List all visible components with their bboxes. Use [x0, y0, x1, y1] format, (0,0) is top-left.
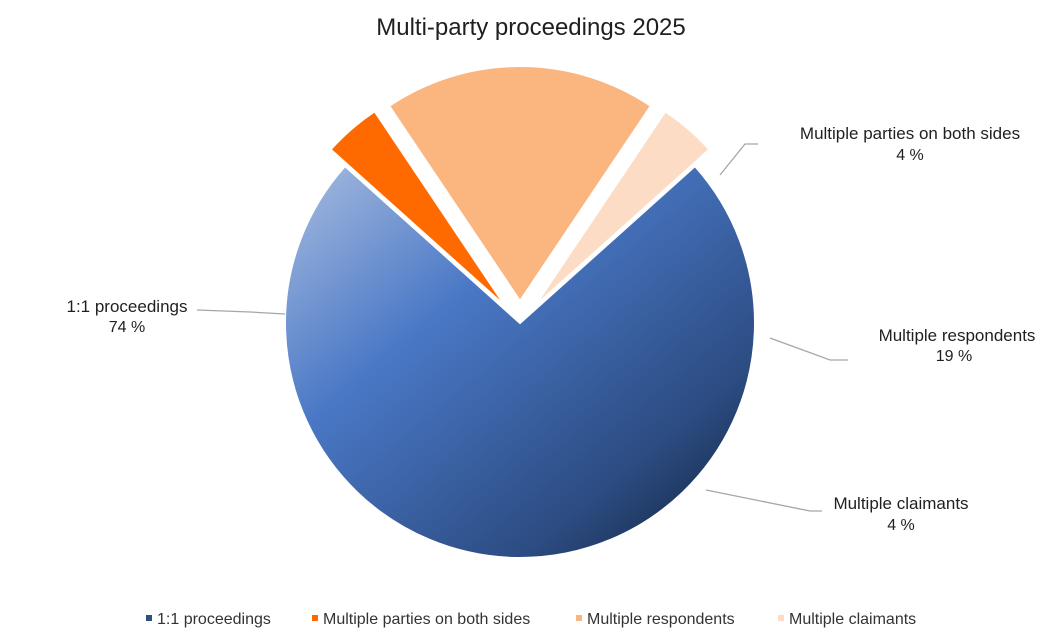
data-label-value: 74 %	[109, 319, 145, 336]
slice-multiple-parties-both-sides	[329, 109, 507, 308]
data-label-respondents: Multiple respondents 19 %	[879, 326, 1036, 365]
legend-swatch-1to1	[146, 615, 152, 621]
leader-lines	[196, 143, 848, 512]
legend-label-respondents: Multiple respondents	[587, 611, 735, 628]
data-label-value: 4 %	[887, 517, 915, 534]
leader-line-1to1	[196, 309, 286, 315]
data-label-1to1: 1:1 proceedings 74 %	[67, 297, 188, 336]
leader-line-respondents	[769, 337, 848, 361]
data-label-name: Multiple claimants	[833, 494, 968, 513]
slice-multiple-respondents	[387, 65, 653, 303]
data-label-claimants: Multiple claimants 4 %	[833, 494, 968, 534]
data-label-name: 1:1 proceedings	[67, 297, 188, 316]
slice-multiple-claimants	[533, 109, 711, 308]
legend-swatch-both-sides	[312, 615, 318, 621]
data-label-name: Multiple parties on both sides	[800, 124, 1020, 143]
data-label-both-sides: Multiple parties on both sides 4 %	[800, 124, 1020, 164]
leader-line-both-sides	[719, 143, 758, 176]
legend: 1:1 proceedings Multiple parties on both…	[146, 611, 916, 628]
legend-label-claimants: Multiple claimants	[789, 611, 916, 628]
data-label-value: 4 %	[896, 147, 924, 164]
data-label-name: Multiple respondents	[879, 326, 1036, 345]
legend-swatch-claimants	[778, 615, 784, 621]
legend-label-1to1: 1:1 proceedings	[157, 611, 271, 628]
slice-1to1	[284, 164, 756, 559]
data-label-value: 19 %	[936, 348, 972, 365]
legend-swatch-respondents	[576, 615, 582, 621]
leader-line-claimants	[705, 489, 822, 512]
legend-label-both-sides: Multiple parties on both sides	[323, 611, 530, 628]
chart-title: Multi-party proceedings 2025	[376, 14, 686, 41]
pie-slices	[284, 65, 756, 559]
